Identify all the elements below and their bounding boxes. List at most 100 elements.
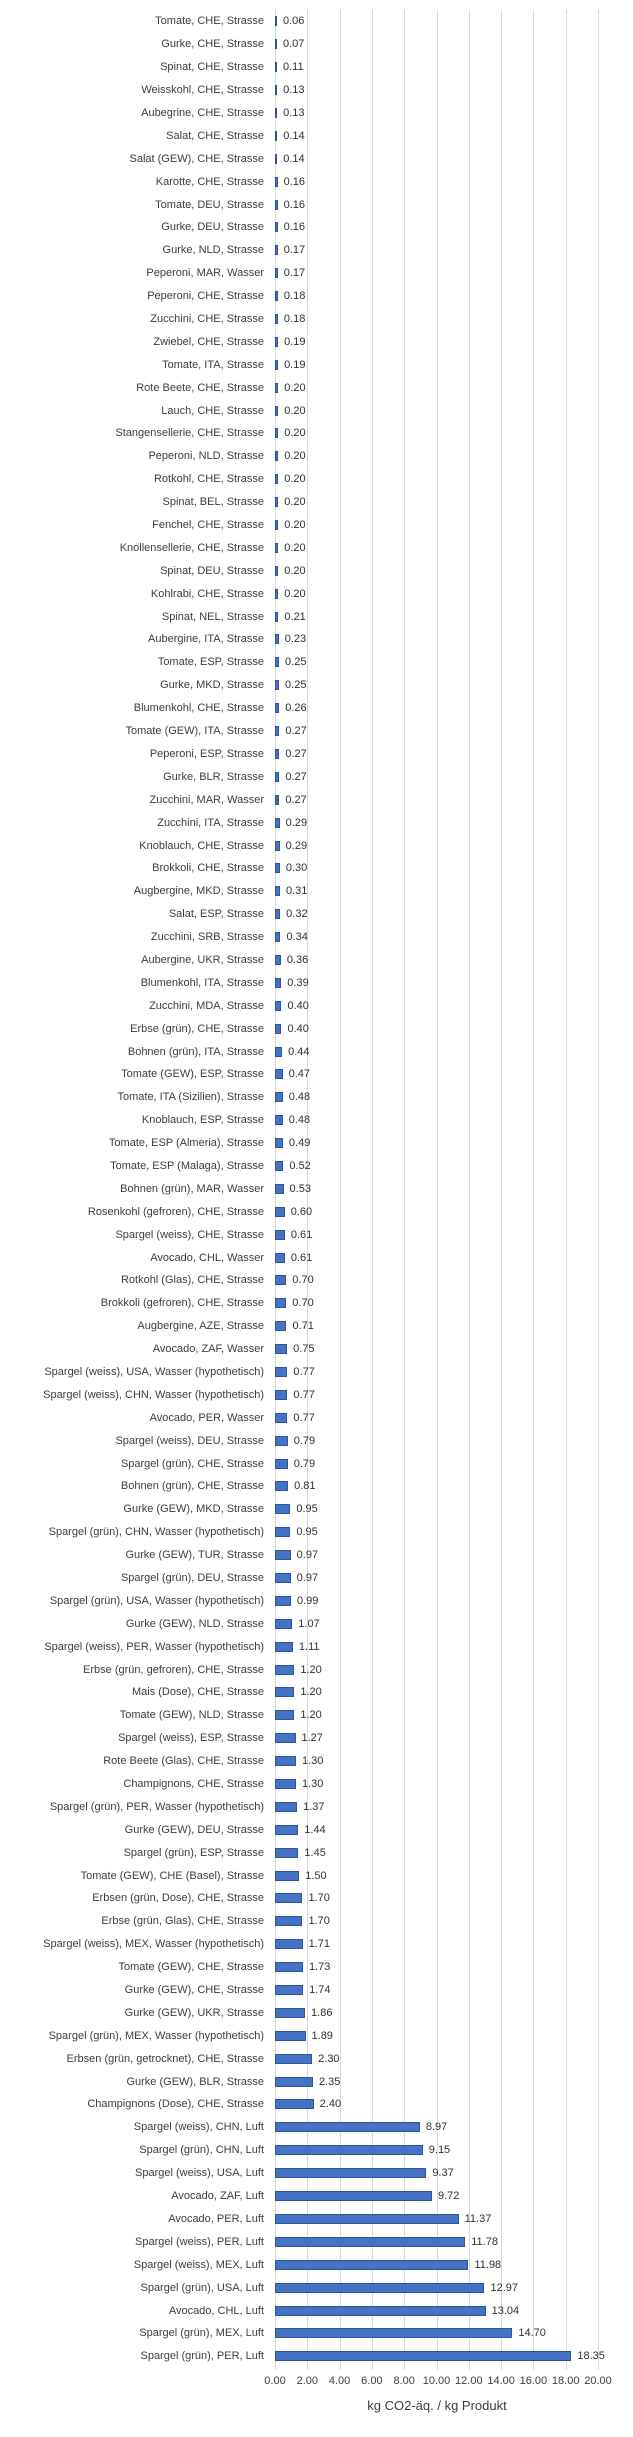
value-label: 1.74: [309, 1984, 331, 1997]
category-label: Karotte, CHE, Strasse: [155, 175, 264, 188]
chart-row: Rotkohl (Glas), CHE, Strasse 0.70: [0, 1269, 633, 1292]
value-label: 0.71: [292, 1320, 314, 1333]
chart-row: Spinat, DEU, Strasse 0.20: [0, 559, 633, 582]
value-label: 9.37: [432, 2167, 454, 2180]
bar: [275, 2007, 306, 2018]
value-label: 0.70: [292, 1274, 314, 1287]
chart-row: Spargel (grün), MEX, Wasser (hypothetisc…: [0, 2024, 633, 2047]
category-label: Erbsen (grün, Dose), CHE, Strasse: [92, 1892, 264, 1905]
bar: [275, 1710, 295, 1721]
bar: [275, 748, 280, 759]
value-label: 2.40: [319, 2098, 342, 2111]
bar: [275, 1824, 299, 1835]
bar: [275, 1458, 288, 1469]
value-label: 0.27: [285, 793, 307, 806]
bar: [275, 497, 279, 508]
bar: [275, 634, 279, 645]
bar: [275, 954, 281, 965]
value-label: 0.77: [293, 1365, 315, 1378]
bar: [275, 1115, 283, 1126]
value-label: 1.45: [304, 1846, 326, 1859]
value-label: 9.72: [437, 2190, 460, 2203]
value-label: 14.70: [518, 2327, 546, 2340]
value-label: 0.79: [293, 1457, 316, 1470]
bar: [275, 2351, 572, 2362]
chart-row: Spargel (weiss), ESP, Strasse 1.27: [0, 1727, 633, 1750]
gridline: [533, 10, 535, 2370]
value-label: 0.16: [283, 198, 305, 211]
x-tick-label: 0.00: [264, 2375, 286, 2387]
bar: [275, 1412, 288, 1423]
chart-row: Tomate (GEW), CHE, Strasse 1.73: [0, 1956, 633, 1979]
chart-row: Avocado, PER, Wasser 0.77: [0, 1406, 633, 1429]
chart-row: Gurke, NLD, Strasse 0.17: [0, 239, 633, 262]
bar: [275, 153, 278, 164]
category-label: Tomate, ITA, Strasse: [162, 358, 264, 371]
value-label: 0.95: [296, 1526, 318, 1539]
bar: [275, 657, 280, 668]
category-label: Aubegrine, CHE, Strasse: [141, 107, 264, 119]
category-label: Gurke (GEW), BLR, Strasse: [126, 2075, 264, 2088]
category-label: Gurke (GEW), NLD, Strasse: [125, 1617, 264, 1630]
chart-row: Spargel (grün), CHE, Strasse 0.79: [0, 1452, 633, 1475]
chart-row: Karotte, CHE, Strasse 0.16: [0, 170, 633, 193]
bar: [275, 62, 277, 73]
value-label: 0.53: [289, 1182, 311, 1195]
bar: [275, 1687, 295, 1698]
bar: [275, 1435, 288, 1446]
value-label: 0.25: [285, 656, 307, 669]
chart-row: Tomate (GEW), ITA, Strasse 0.27: [0, 720, 633, 743]
chart-row: Spargel (grün), PER, Wasser (hypothetisc…: [0, 1795, 633, 1818]
category-label: Spargel (grün), DEU, Strasse: [120, 1572, 264, 1584]
bar: [275, 2122, 420, 2133]
value-label: 0.81: [294, 1480, 316, 1493]
value-label: 0.18: [283, 290, 306, 303]
category-label: Spinat, BEL, Strasse: [162, 496, 265, 509]
bar: [275, 2053, 313, 2064]
chart-row: Spargel (weiss), PER, Luft 11.78: [0, 2230, 633, 2253]
bar: [275, 1573, 291, 1583]
bar: [275, 1138, 283, 1149]
bar: [275, 1870, 300, 1881]
category-label: Weisskohl, CHE, Strasse: [141, 84, 264, 97]
bar: [275, 1183, 284, 1194]
chart-row: Gurke (GEW), NLD, Strasse 1.07: [0, 1612, 633, 1635]
bar: [275, 1801, 298, 1812]
bar: [275, 2282, 485, 2293]
value-label: 1.30: [301, 1755, 324, 1768]
value-label: 0.29: [285, 816, 308, 829]
category-label: Peperoni, CHE, Strasse: [147, 290, 264, 303]
chart-row: Fenchel, CHE, Strasse 0.20: [0, 514, 633, 537]
category-label: Knollensellerie, CHE, Strasse: [119, 541, 264, 554]
value-label: 0.40: [287, 999, 309, 1012]
value-label: 0.49: [288, 1137, 311, 1150]
gridline: [565, 10, 567, 2370]
chart-row: Salat (GEW), CHE, Strasse 0.14: [0, 147, 633, 170]
bar: [275, 1229, 285, 1240]
bar: [275, 1069, 283, 1080]
chart-row: Augbergine, MKD, Strasse 0.31: [0, 880, 633, 903]
value-label: 0.99: [296, 1594, 319, 1607]
chart-row: Bohnen (grün), ITA, Strasse 0.44: [0, 1040, 633, 1063]
category-label: Spargel (weiss), ESP, Strasse: [118, 1732, 264, 1745]
value-label: 0.14: [283, 129, 305, 142]
bar: [275, 16, 277, 27]
category-label: Gurke, NLD, Strasse: [162, 244, 264, 257]
chart-row: Augbergine, AZE, Strasse 0.71: [0, 1315, 633, 1338]
bar: [275, 2030, 306, 2041]
category-label: Spargel (grün), MEX, Wasser (hypothetisc…: [48, 2029, 264, 2042]
value-label: 11.98: [474, 2258, 502, 2271]
chart-row: Peperoni, MAR, Wasser 0.17: [0, 262, 633, 285]
chart-row: Zucchini, SRB, Strasse 0.34: [0, 926, 633, 949]
bar: [275, 39, 277, 50]
value-label: 0.19: [284, 335, 306, 348]
category-label: Fenchel, CHE, Strasse: [152, 519, 264, 532]
value-label: 0.14: [283, 152, 305, 165]
category-label: Gurke (GEW), DEU, Strasse: [124, 1823, 264, 1836]
bar: [275, 1000, 282, 1011]
category-label: Tomate (GEW), CHE, Strasse: [118, 1961, 264, 1974]
category-label: Avocado, CHL, Luft: [168, 2304, 264, 2317]
chart-row: Erbse (grün, gefroren), CHE, Strasse 1.20: [0, 1658, 633, 1681]
category-label: Spargel (weiss), USA, Luft: [135, 2167, 264, 2180]
category-label: Gurke (GEW), MKD, Strasse: [123, 1503, 264, 1516]
